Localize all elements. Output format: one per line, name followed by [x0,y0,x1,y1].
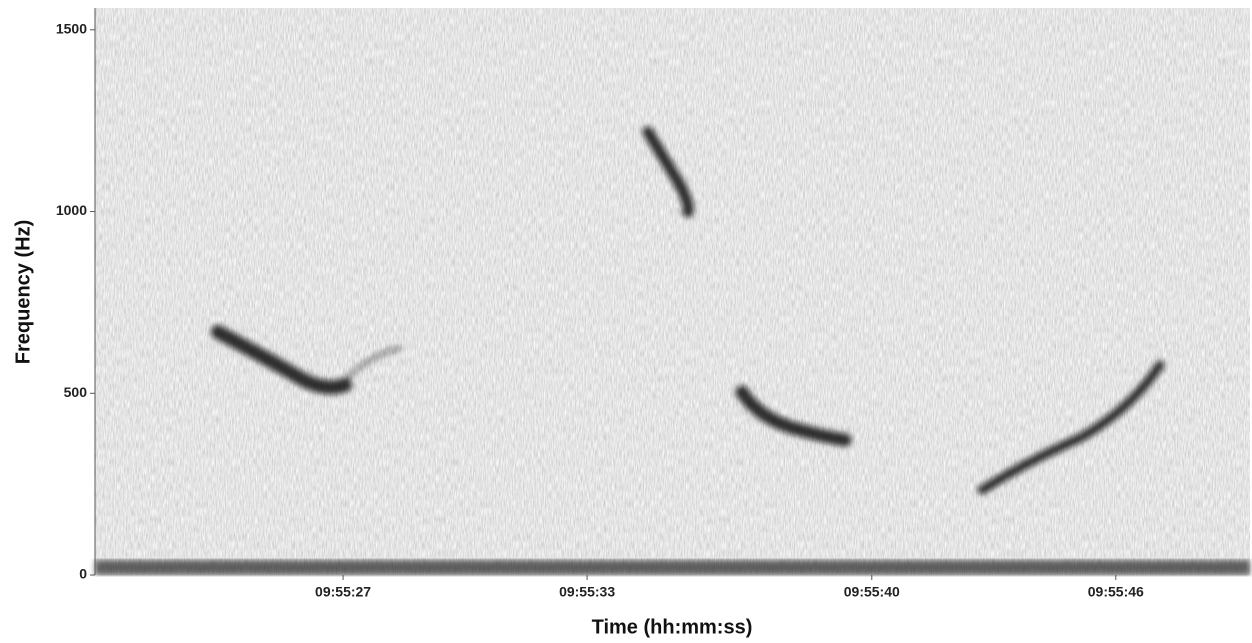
low-frequency-band [95,560,1250,575]
calls [211,126,1165,495]
x-tick-label: 09:55:46 [1088,584,1144,600]
x-axis-title: Time (hh:mm:ss) [592,616,753,638]
x-tick-label: 09:55:40 [844,584,900,600]
y-tick-label: 0 [79,566,87,582]
spectrogram [95,8,1250,575]
y-tick-label: 1000 [56,202,87,218]
call [735,385,852,447]
y-tick-label: 500 [64,384,88,400]
x-tick-label: 09:55:33 [559,584,615,600]
call [642,126,694,218]
x-tick-label: 09:55:27 [315,584,371,600]
spectrogram-background [95,8,1250,575]
y-axis-title: Frequency (Hz) [12,220,34,364]
y-tick-label: 1500 [56,21,87,37]
call [211,325,352,395]
call [977,360,1165,495]
call [342,345,403,383]
